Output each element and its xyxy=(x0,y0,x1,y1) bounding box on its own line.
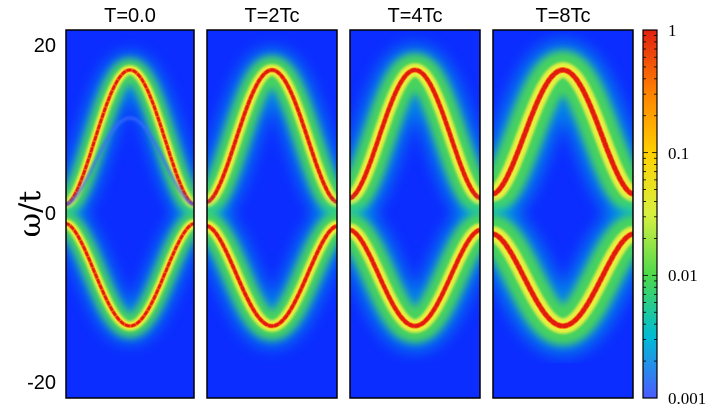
panel-frame xyxy=(492,29,634,399)
band-ghost xyxy=(66,116,194,206)
band-lower-peak xyxy=(493,231,633,329)
y-tick-label-minus20: -20 xyxy=(27,372,56,394)
spectral-intensity xyxy=(350,44,480,352)
band-upper-peak xyxy=(493,67,633,197)
panel-frame xyxy=(206,29,338,399)
band-lower-peak xyxy=(207,224,337,328)
colorbar-gradient xyxy=(642,29,658,399)
colorbar: 1 0.1 0.01 0.001 xyxy=(642,21,706,408)
panel-frame xyxy=(349,29,481,399)
panel-1: T=0.0 xyxy=(65,5,195,399)
panel-title: T=2Tc xyxy=(244,5,299,27)
colorbar-tick-label-0.1: 0.1 xyxy=(668,144,689,163)
spectral-intensity xyxy=(207,48,337,348)
panel-2: T=2Tc xyxy=(206,5,338,399)
colorbar-tick-label-1: 1 xyxy=(668,21,677,40)
spectral-intensity xyxy=(66,52,194,344)
colorbar-tick-label-0.01: 0.01 xyxy=(668,266,698,285)
panel-title: T=4Tc xyxy=(387,5,442,27)
panel-4: T=8Tc xyxy=(492,5,634,399)
spectral-intensity xyxy=(493,40,633,356)
y-tick-label-20: 20 xyxy=(34,35,56,57)
y-axis-label: ω/t xyxy=(13,191,48,238)
panel-title: T=8Tc xyxy=(535,5,590,27)
y-tick-label-0: 0 xyxy=(45,203,56,225)
colorbar-tick-label-0.001: 0.001 xyxy=(668,389,706,408)
band-upper-peak xyxy=(207,68,337,204)
panels: T=0.0 T=2Tc T=4Tc T=8Tc xyxy=(65,5,634,399)
panel-frame xyxy=(65,29,195,399)
panel-3: T=4Tc xyxy=(349,5,481,399)
band-upper-peak xyxy=(66,68,194,206)
band-lower-peak xyxy=(66,222,194,328)
band-lower-peak xyxy=(350,228,480,328)
panel-title: T=0.0 xyxy=(104,5,156,27)
colorbar-ticks xyxy=(643,35,657,399)
band-upper-peak xyxy=(350,68,480,200)
y-axis: ω/t 20 0 -20 xyxy=(13,35,56,394)
